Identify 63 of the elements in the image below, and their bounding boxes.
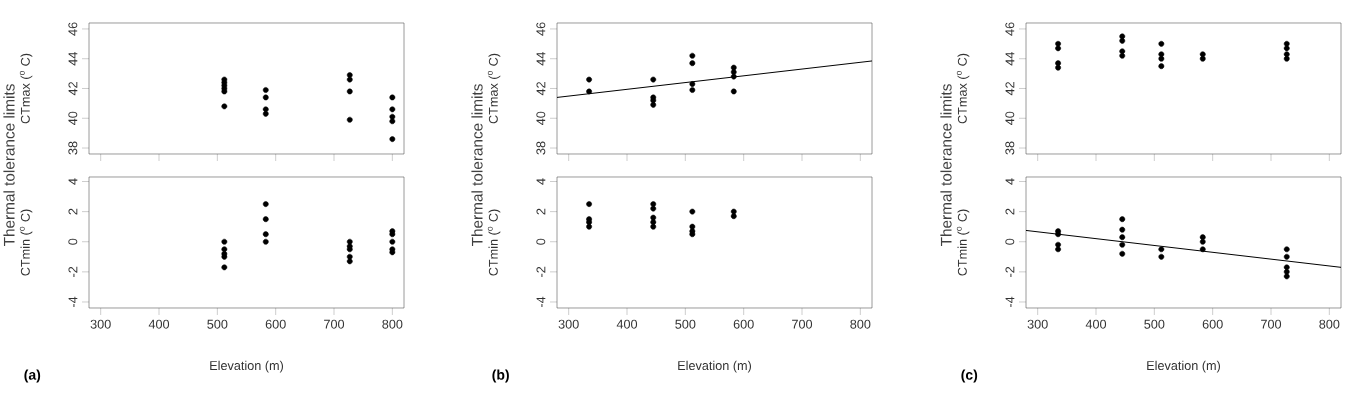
y-tick-label: 44	[1005, 52, 1015, 66]
y-tick-label: 0	[68, 238, 78, 245]
y-tick-label: 2	[536, 208, 546, 215]
y-tick-label: 0	[536, 238, 546, 245]
y-tick-label: 0	[1005, 238, 1015, 245]
y-tick-label: 40	[536, 111, 546, 126]
x-tick-label: 300	[558, 319, 579, 329]
y-tick-label: 4	[68, 178, 78, 185]
y-tick-label: 46	[1005, 22, 1015, 36]
y-tick-label: 38	[1005, 141, 1015, 155]
y-tick-label: 40	[1005, 111, 1015, 126]
y-tick-label: 4	[1005, 178, 1015, 185]
y-tick-label: 42	[68, 82, 78, 96]
x-tick-label: 400	[616, 319, 638, 329]
x-axis-title: Elevation (m)	[1147, 360, 1220, 373]
text: Thermal tolerance limits	[3, 84, 15, 247]
y-tick-label: 42	[1005, 82, 1015, 96]
x-tick-label: 600	[1202, 319, 1223, 329]
y-axis-title: CTmax ($^{o}$ C)	[19, 53, 33, 124]
y-tick-label: -2	[536, 266, 546, 277]
x-tick-label: 400	[148, 319, 170, 329]
x-axis-title: Elevation (m)	[210, 360, 284, 373]
x-tick-label: 400	[1085, 319, 1107, 329]
y-tick-label: -4	[68, 296, 78, 308]
y-tick-label: -2	[68, 266, 78, 277]
text: (c)	[961, 369, 978, 383]
y-tick-label: -4	[1005, 296, 1015, 308]
y-tick-label: 38	[68, 141, 78, 155]
x-tick-label: 300	[1027, 319, 1048, 329]
y-axis-title: CTmin ($^{o}$ C)	[487, 209, 501, 276]
y-tick-label: -2	[1005, 266, 1015, 277]
x-tick-label: 800	[1319, 319, 1340, 329]
x-tick-label: 500	[675, 319, 696, 329]
x-tick-label: 700	[1261, 319, 1282, 329]
x-tick-label: 500	[1144, 319, 1165, 329]
text: (b)	[492, 369, 509, 383]
x-tick-label: 700	[324, 319, 345, 329]
y-axis-title: CTmin ($^{o}$ C)	[956, 209, 970, 276]
y-tick-label: 38	[536, 141, 546, 155]
y-axis-title: CTmax ($^{o}$ C)	[487, 53, 501, 124]
y-tick-label: 40	[68, 111, 78, 126]
x-tick-label: 800	[382, 319, 403, 329]
y-tick-label: -4	[536, 296, 546, 308]
text: (a)	[24, 369, 41, 383]
y-tick-label: 2	[1005, 208, 1015, 215]
text: Thermal tolerance limits	[471, 84, 483, 247]
y-tick-label: 44	[68, 52, 78, 66]
y-tick-label: 46	[536, 22, 546, 36]
x-tick-label: 600	[733, 319, 754, 329]
y-tick-label: 4	[536, 178, 546, 185]
x-tick-label: 800	[850, 319, 871, 329]
y-tick-label: 44	[536, 52, 546, 66]
x-tick-label: 300	[90, 319, 111, 329]
y-tick-label: 46	[68, 22, 78, 36]
y-axis-title: CTmax ($^{o}$ C)	[956, 53, 970, 124]
x-tick-label: 700	[792, 319, 813, 329]
x-tick-label: 500	[207, 319, 228, 329]
y-tick-label: 2	[68, 208, 78, 215]
y-tick-label: 42	[536, 82, 546, 96]
x-tick-label: 600	[265, 319, 286, 329]
x-axis-title: Elevation (m)	[678, 360, 752, 373]
text: Thermal tolerance limits	[940, 84, 952, 247]
y-axis-title: CTmin ($^{o}$ C)	[19, 209, 33, 276]
